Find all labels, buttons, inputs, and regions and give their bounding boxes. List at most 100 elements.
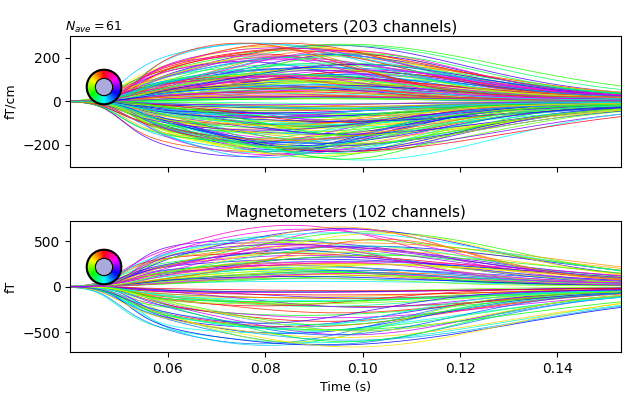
Polygon shape [108,71,112,79]
Polygon shape [87,267,95,269]
Polygon shape [105,96,108,104]
Ellipse shape [95,258,113,276]
Polygon shape [109,253,115,260]
Polygon shape [108,94,113,102]
Polygon shape [93,274,99,281]
Polygon shape [99,95,102,104]
Polygon shape [100,70,103,78]
Polygon shape [97,95,102,104]
Polygon shape [108,252,113,260]
Polygon shape [106,95,109,104]
Polygon shape [87,84,95,86]
Polygon shape [113,84,121,86]
Polygon shape [96,71,100,79]
Polygon shape [102,96,104,104]
Polygon shape [111,271,119,276]
Polygon shape [111,90,120,95]
Polygon shape [110,75,117,82]
Polygon shape [87,262,96,265]
Polygon shape [100,276,103,284]
Polygon shape [113,87,121,89]
Polygon shape [88,270,97,275]
Polygon shape [112,270,120,274]
Polygon shape [106,70,111,79]
Polygon shape [106,250,111,259]
Polygon shape [99,70,102,79]
Polygon shape [87,82,96,85]
Polygon shape [87,265,95,267]
Y-axis label: fT/cm: fT/cm [4,84,17,119]
Polygon shape [108,251,112,259]
Polygon shape [110,272,117,279]
Polygon shape [93,253,99,260]
Polygon shape [113,265,121,267]
Polygon shape [113,88,121,90]
Polygon shape [102,70,104,78]
Polygon shape [89,271,97,276]
Polygon shape [110,92,117,99]
Polygon shape [90,272,97,278]
Polygon shape [112,89,121,92]
Polygon shape [112,80,120,84]
Polygon shape [95,274,100,282]
Polygon shape [109,94,115,101]
Polygon shape [104,70,106,78]
Polygon shape [104,250,106,258]
Polygon shape [109,93,116,100]
Polygon shape [93,73,99,80]
Polygon shape [113,267,121,269]
Polygon shape [87,89,96,92]
Polygon shape [90,76,97,82]
Polygon shape [87,269,96,272]
Polygon shape [109,274,115,281]
Polygon shape [92,273,99,280]
Polygon shape [112,262,121,265]
Polygon shape [96,251,100,259]
Polygon shape [112,269,121,272]
Polygon shape [106,275,111,284]
Polygon shape [111,92,118,98]
Polygon shape [102,250,104,258]
X-axis label: Time (s): Time (s) [320,381,371,394]
Polygon shape [111,91,119,96]
Polygon shape [111,76,118,82]
Title: Magnetometers (102 channels): Magnetometers (102 channels) [226,205,465,220]
Polygon shape [106,250,109,259]
Polygon shape [89,258,97,263]
Polygon shape [87,85,95,87]
Polygon shape [95,72,100,80]
Polygon shape [105,70,108,78]
Polygon shape [92,93,99,100]
Polygon shape [108,274,113,282]
Polygon shape [113,264,121,266]
Polygon shape [90,92,97,98]
Polygon shape [88,90,97,95]
Polygon shape [91,92,98,99]
Polygon shape [113,268,121,270]
Polygon shape [109,254,116,261]
Polygon shape [111,78,119,83]
Polygon shape [106,70,109,79]
Polygon shape [90,256,97,262]
Polygon shape [97,70,102,79]
Polygon shape [91,272,98,279]
Polygon shape [108,275,112,283]
Polygon shape [109,74,116,81]
Polygon shape [87,88,95,90]
Polygon shape [112,260,120,264]
Polygon shape [88,259,97,264]
Polygon shape [113,85,121,87]
Polygon shape [102,276,104,284]
Polygon shape [109,73,115,80]
Polygon shape [108,95,112,103]
Polygon shape [111,256,118,262]
Polygon shape [96,275,100,283]
Polygon shape [97,275,102,284]
Polygon shape [97,250,102,259]
Polygon shape [92,254,99,261]
Polygon shape [100,96,103,104]
Polygon shape [111,270,120,275]
Polygon shape [108,72,113,80]
Polygon shape [96,95,100,103]
Y-axis label: fT: fT [4,280,17,293]
